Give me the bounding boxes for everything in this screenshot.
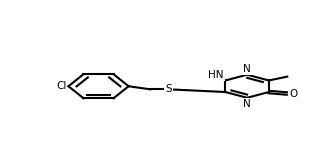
Text: S: S bbox=[165, 84, 172, 94]
Text: N: N bbox=[243, 99, 251, 109]
Text: HN: HN bbox=[208, 70, 224, 80]
Text: O: O bbox=[289, 89, 297, 99]
Text: Cl: Cl bbox=[56, 81, 67, 91]
Text: N: N bbox=[243, 64, 251, 74]
